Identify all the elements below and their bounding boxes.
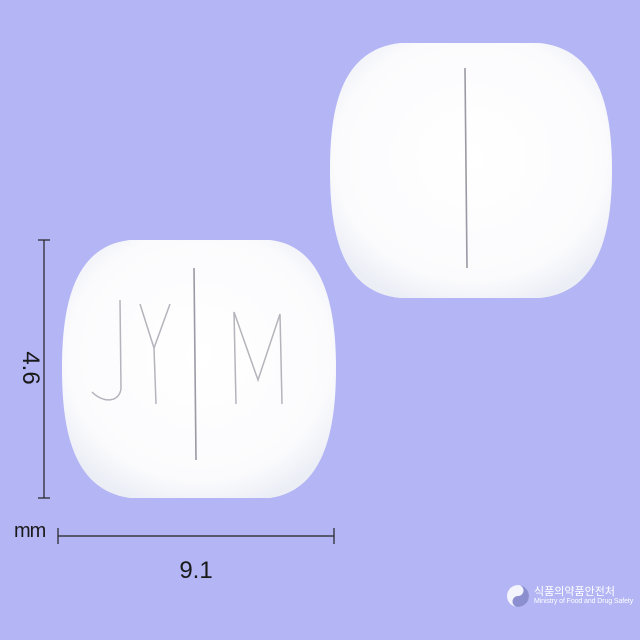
logo-korean-text: 식품의약품안전처: [534, 585, 615, 598]
unit-label: mm: [14, 520, 46, 542]
imprint-letter-y: [139, 303, 171, 405]
score-line: [193, 267, 197, 461]
taegeuk-logo-icon: [507, 585, 529, 607]
logo-english-text: Ministry of Food and Drug Safety: [534, 598, 634, 605]
height-dimension: [38, 239, 50, 499]
imprint-letter-m: [233, 311, 283, 405]
height-value: 4.6: [17, 351, 44, 385]
width-dimension: [57, 528, 335, 544]
pill-front: [62, 240, 336, 498]
width-value: 9.1: [179, 557, 213, 584]
mfds-logo: 식품의약품안전처 Ministry of Food and Drug Safet…: [506, 583, 634, 613]
pill-back: [330, 43, 612, 298]
score-line: [464, 67, 468, 269]
imprint-letter-j: [91, 299, 122, 401]
